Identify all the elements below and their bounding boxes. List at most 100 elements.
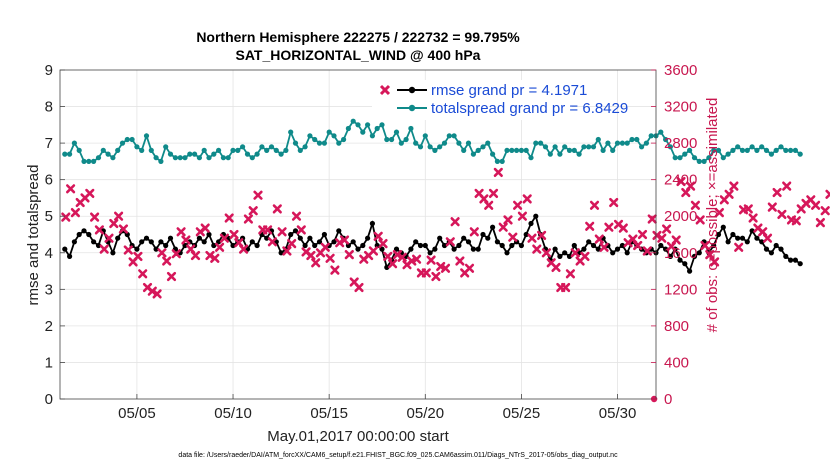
obs-assimilated-point xyxy=(657,233,667,243)
rmse-point xyxy=(355,246,361,252)
obs-assimilated-point xyxy=(652,230,662,240)
obs-assimilated-point xyxy=(311,258,321,268)
obs-assimilated-point xyxy=(537,230,547,240)
obs-assimilated-point xyxy=(215,242,225,252)
spread-point xyxy=(95,155,102,161)
y-right-tick-label: 3200 xyxy=(664,99,697,116)
obs-assimilated-point xyxy=(383,251,393,261)
rmse-point xyxy=(292,228,299,234)
rmse-point xyxy=(158,239,164,245)
spread-point xyxy=(663,136,669,143)
spread-point xyxy=(389,136,395,143)
obs-assimilated-point xyxy=(267,237,277,247)
obs-assimilated-point xyxy=(594,234,604,244)
rmse-point xyxy=(730,231,736,238)
spread-point xyxy=(461,147,467,153)
rmse-point xyxy=(230,242,236,249)
obs-assimilated-point xyxy=(791,216,801,226)
rmse-point xyxy=(663,246,669,252)
spread-point xyxy=(134,144,140,150)
rmse-point xyxy=(715,231,722,238)
rmse-point xyxy=(86,231,92,238)
spread-point xyxy=(167,151,174,157)
obs-assimilated-point xyxy=(604,222,614,232)
rmse-point xyxy=(350,239,356,245)
obs-assimilated-point xyxy=(686,181,696,191)
y-tick-label: 0 xyxy=(45,391,53,408)
rmse-point xyxy=(509,242,515,249)
rmse-point xyxy=(115,235,121,241)
obs-assimilated-point xyxy=(239,244,249,254)
spread-point xyxy=(86,158,92,164)
obs-assimilated-point xyxy=(99,244,109,254)
rmse-point xyxy=(696,250,702,256)
legend-rmse-label: rmse grand pr = 4.1971 xyxy=(431,82,587,99)
spread-point xyxy=(749,144,755,150)
rmse-point xyxy=(720,224,726,230)
y-axis-label-right: # of obs: o=possible; ×=assimilated xyxy=(704,98,721,333)
spread-point xyxy=(196,155,202,161)
obs-assimilated-point xyxy=(344,250,354,260)
obs-assimilated-point xyxy=(248,206,258,216)
spread-point xyxy=(557,151,563,157)
rmse-point xyxy=(619,242,626,249)
spread-point xyxy=(369,133,375,139)
spread-point xyxy=(470,151,476,157)
spread-point xyxy=(307,133,313,139)
rmse-point xyxy=(76,231,82,238)
footnote: data file: /Users/raeder/DAI/ATM_forcXX/… xyxy=(178,452,618,459)
obs-assimilated-point xyxy=(224,213,234,223)
rmse-point xyxy=(201,239,207,245)
obs-assimilated-point xyxy=(493,167,503,177)
ticks: 0 1 2 3 4 5 6 7 8 9 0 400 800 1200 1600 2000 2400 2800 320… xyxy=(45,62,698,422)
obs-assimilated-point xyxy=(734,242,744,252)
rmse-point xyxy=(475,246,481,252)
obs-assimilated-point xyxy=(373,231,383,241)
spread-point xyxy=(62,151,68,157)
rmse-point xyxy=(393,246,400,252)
spread-point xyxy=(235,147,241,153)
obs-assimilated-point xyxy=(296,225,306,235)
spread-point xyxy=(292,140,299,146)
rmse-point xyxy=(316,239,323,245)
rmse-point xyxy=(365,235,371,241)
spread-point xyxy=(273,147,279,153)
obs-assimilated-point xyxy=(147,286,157,296)
spread-point xyxy=(268,144,275,150)
spread-point xyxy=(216,147,222,153)
obs-assimilated-point xyxy=(70,208,80,218)
spread-point xyxy=(100,147,106,153)
obs-assimilated-point xyxy=(368,246,378,256)
obs-assimilated-point xyxy=(253,190,263,200)
spread-point xyxy=(552,144,558,150)
obs-assimilated-point xyxy=(551,262,561,272)
spread-point xyxy=(490,151,496,157)
rmse-point xyxy=(778,246,784,252)
spread-point xyxy=(427,144,433,150)
rmse-point xyxy=(408,246,414,252)
spread-point xyxy=(331,133,337,139)
spread-point xyxy=(259,144,265,150)
spread-point xyxy=(153,155,159,161)
obs-assimilated-point xyxy=(445,237,455,247)
rmse-point xyxy=(206,231,212,238)
obs-assimilated-point xyxy=(762,233,773,243)
obs-assimilated-point xyxy=(825,189,830,199)
obs-assimilated-point xyxy=(412,254,422,264)
spread-point xyxy=(735,144,741,150)
rmse-point xyxy=(163,242,169,249)
y-tick-label: 1 xyxy=(45,354,53,371)
rmse-point xyxy=(139,239,145,245)
obs-assimilated-point xyxy=(450,217,460,227)
obs-assimilated-point xyxy=(647,214,657,224)
y-tick-label: 8 xyxy=(45,99,53,116)
obs-assimilated-point xyxy=(325,253,335,263)
spread-point xyxy=(509,147,515,153)
spread-point xyxy=(240,144,246,150)
rmse-point xyxy=(581,246,587,252)
rmse-point xyxy=(533,213,539,219)
spread-point xyxy=(754,147,760,153)
obs-assimilated-point xyxy=(114,211,124,221)
spread-point xyxy=(672,155,678,161)
